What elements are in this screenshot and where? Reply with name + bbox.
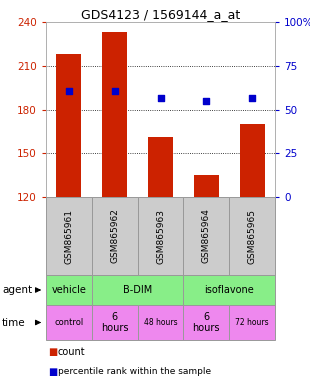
Point [66,88,71,94]
Text: control: control [54,318,83,327]
Text: GSM865965: GSM865965 [248,209,257,263]
Bar [240,124,265,197]
Text: percentile rank within the sample: percentile rank within the sample [58,367,211,376]
Text: GSM865963: GSM865963 [156,209,165,263]
Text: ■: ■ [48,347,57,358]
Text: ■: ■ [48,367,57,377]
Point [204,98,209,104]
Text: time: time [2,318,26,328]
Text: 48 hours: 48 hours [144,318,177,327]
Text: 6
hours: 6 hours [193,312,220,333]
Text: count: count [58,347,86,358]
Point [112,88,117,94]
Text: GSM865961: GSM865961 [64,209,73,263]
Text: isoflavone: isoflavone [204,285,254,295]
Text: vehicle: vehicle [51,285,86,295]
Bar [56,54,82,197]
Title: GDS4123 / 1569144_a_at: GDS4123 / 1569144_a_at [81,8,240,21]
Text: B-DIM: B-DIM [123,285,152,295]
Point [158,95,163,101]
Bar [102,32,127,197]
Bar [148,137,173,197]
Point [250,95,255,101]
Text: 6
hours: 6 hours [101,312,128,333]
Text: GSM865962: GSM865962 [110,209,119,263]
Text: GSM865964: GSM865964 [202,209,211,263]
Bar [194,175,219,197]
Text: 72 hours: 72 hours [235,318,269,327]
Text: agent: agent [2,285,32,295]
